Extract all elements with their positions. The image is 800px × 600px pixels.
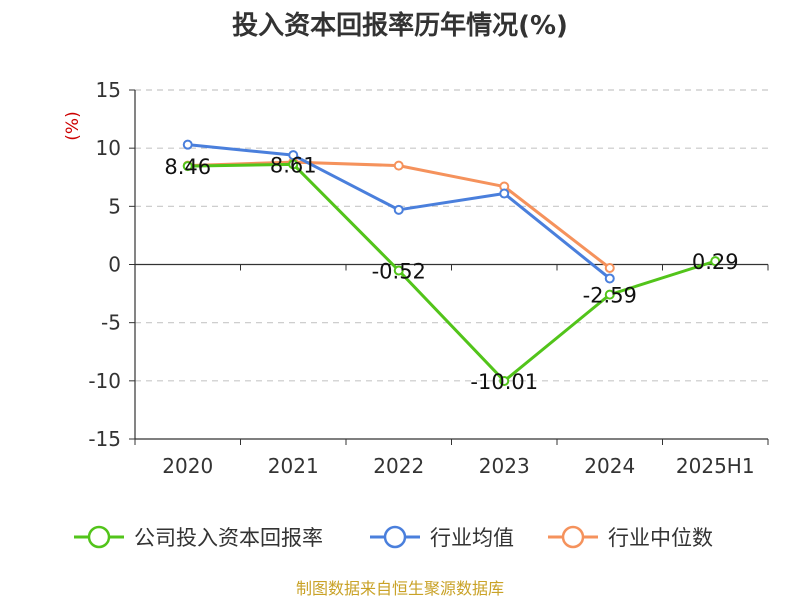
x-tick-label: 2020 (162, 454, 213, 478)
axes: 15 10 5 0 -5 -10 -15 2020 2021 2022 2023 2024 2025H1 (88, 78, 769, 478)
legend: 公司投入资本回报率 行业均值 行业中位数 (74, 525, 713, 550)
data-point (182, 161, 193, 172)
series-line (187, 162, 716, 383)
y-tick-label: -10 (88, 369, 121, 393)
x-tick-label: 2023 (479, 454, 530, 478)
data-label: -0.52 (372, 260, 426, 284)
legend-label: 行业中位数 (608, 526, 713, 550)
x-tick-label: 2021 (268, 454, 319, 478)
series-layer (182, 139, 721, 386)
legend-item[interactable]: 公司投入资本回报率 (74, 525, 323, 550)
y-tick-label: 5 (108, 194, 121, 218)
data-point (393, 204, 404, 215)
legend-item[interactable]: 行业中位数 (548, 525, 713, 550)
data-labels: 8.46 8.61 -0.52 -10.01 -2.59 0.29 (164, 153, 738, 394)
data-point (604, 262, 615, 273)
data-label: 8.61 (270, 153, 317, 177)
y-tick-label: 0 (108, 253, 121, 277)
data-point (288, 159, 299, 170)
data-point (393, 160, 404, 171)
data-point (604, 289, 615, 300)
data-point (393, 265, 404, 276)
legend-item[interactable]: 行业均值 (370, 525, 514, 550)
data-point (604, 273, 615, 284)
data-point (288, 150, 299, 161)
y-tick-label: -15 (88, 427, 121, 451)
chart-title: 投入资本回报率历年情况(%) (232, 10, 568, 41)
y-tick-label: 15 (96, 78, 121, 102)
legend-marker (383, 525, 407, 549)
y-tick-label: -5 (101, 311, 121, 335)
legend-marker (87, 525, 111, 549)
data-label: -10.01 (470, 370, 538, 394)
grid (135, 89, 768, 382)
series-line (187, 160, 611, 270)
data-point (499, 375, 510, 386)
data-point (710, 256, 721, 267)
data-label: 8.46 (164, 155, 211, 179)
y-axis-unit: (%) (63, 111, 83, 140)
data-label: -2.59 (583, 284, 637, 308)
x-tick-label: 2024 (584, 454, 635, 478)
legend-marker (561, 525, 585, 549)
legend-label: 行业均值 (430, 526, 514, 550)
legend-label: 公司投入资本回报率 (134, 526, 323, 550)
data-label: 0.29 (692, 250, 739, 274)
x-tick-label: 2022 (373, 454, 424, 478)
data-point (499, 188, 510, 199)
x-tick-label: 2025H1 (676, 454, 755, 478)
data-point (182, 139, 193, 150)
source-note: 制图数据来自恒生聚源数据库 (296, 579, 504, 598)
y-tick-label: 10 (96, 136, 121, 160)
